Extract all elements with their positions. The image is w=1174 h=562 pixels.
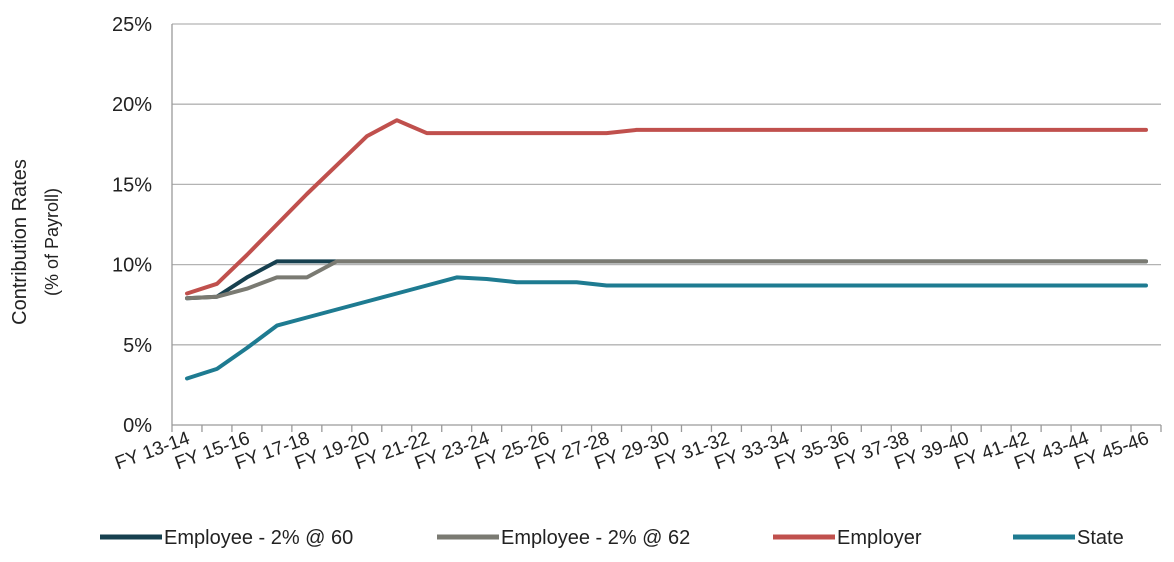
gridlines (172, 23, 1161, 346)
y-axis-subtitle: (% of Payroll) (42, 188, 62, 296)
legend-label: Employee - 2% @ 62 (501, 527, 690, 549)
y-axis-title: Contribution Rates (9, 159, 31, 325)
y-tick-label: 25% (112, 14, 152, 36)
series-lines (185, 118, 1148, 381)
legend-label: Employer (837, 527, 922, 549)
y-tick-label: 10% (112, 255, 152, 277)
y-tick-label: 15% (112, 174, 152, 196)
series-line-4 (185, 275, 1148, 381)
y-tick-label: 5% (123, 335, 152, 357)
legend-label: Employee - 2% @ 60 (164, 527, 353, 549)
y-tick-labels: 0% 5% 10% 15% 20% 25% (112, 14, 152, 437)
axes (171, 24, 1162, 432)
series-line-1 (185, 259, 1148, 301)
series-line-3 (185, 118, 1148, 296)
legend: Employee - 2% @ 60 Employee - 2% @ 62 Empl… (100, 527, 1124, 549)
y-tick-label: 20% (112, 94, 152, 116)
y-tick-label: 0% (123, 415, 152, 437)
series-line-2 (185, 259, 1148, 301)
legend-label: State (1077, 527, 1124, 549)
